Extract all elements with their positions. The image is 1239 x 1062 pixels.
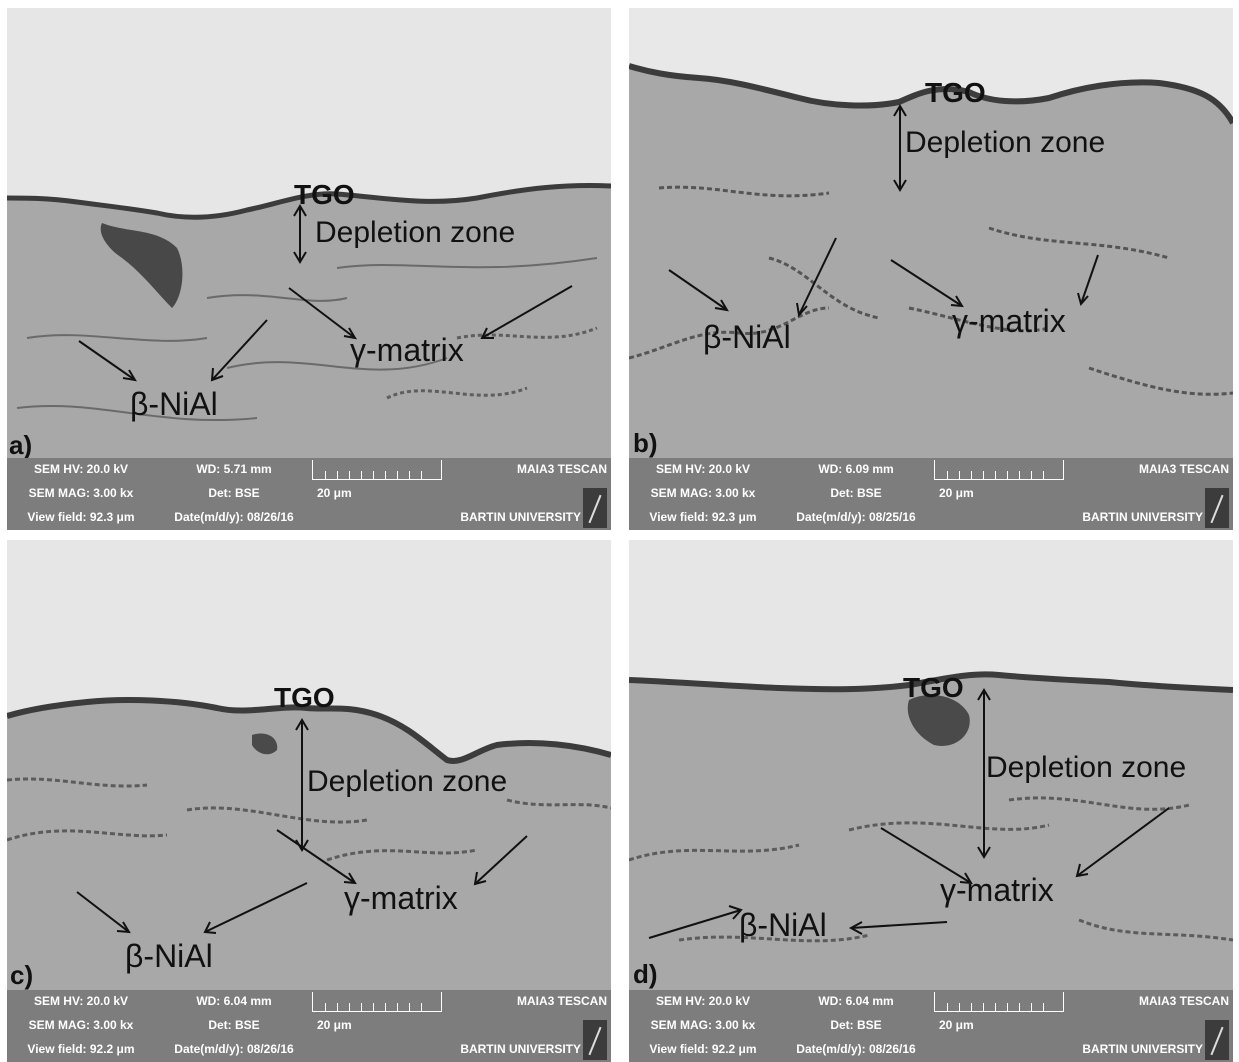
view-field-value: View field: 92.2 μm [27,1042,135,1056]
scale-label: 20 μm [939,486,974,500]
sem-panel-b: TGO Depletion zone γ-matrix β-NiAl b) SE… [629,8,1233,530]
mag-value: SEM MAG: 3.00 kx [28,1018,134,1032]
sem-panel-a: TGO Depletion zone γ-matrix β-NiAl a) SE… [7,8,611,530]
tgo-label: TGO [903,672,964,703]
scale-label: 20 μm [939,1018,974,1032]
scale-label: 20 μm [317,486,352,500]
hv-value: SEM HV: 20.0 kV [33,994,129,1008]
instrument-brand: MAIA3 TESCAN [516,462,607,476]
date-value: Date(m/d/y): 08/25/16 [796,510,916,524]
mag-value: SEM MAG: 3.00 kx [28,486,134,500]
date-value: Date(m/d/y): 08/26/16 [174,1042,294,1056]
wd-value: WD: 6.04 mm [818,994,894,1008]
depletion-zone-label: Depletion zone [307,765,508,798]
panel-letter: d) [633,959,658,989]
tgo-label: TGO [925,77,986,108]
date-value: Date(m/d/y): 08/26/16 [796,1042,916,1056]
sem-micrograph: TGO Depletion zone γ-matrix β-NiAl d) [629,540,1233,990]
panel-letter: c) [10,960,34,990]
depletion-zone-label: Depletion zone [315,216,516,249]
sem-info-bar: SEM HV: 20.0 kV WD: 5.71 mm SEM MAG: 3.0… [7,458,611,530]
detector-value: Det: BSE [208,486,260,500]
gamma-matrix-label: γ-matrix [344,880,458,916]
instrument-brand: MAIA3 TESCAN [1138,994,1229,1008]
date-value: Date(m/d/y): 08/26/16 [174,510,294,524]
tgo-label: TGO [294,179,355,210]
beta-nial-label: β-NiAl [703,319,791,355]
view-field-value: View field: 92.3 μm [649,510,757,524]
sem-info-bar: SEM HV: 20.0 kV WD: 6.04 mm SEM MAG: 3.0… [7,990,611,1062]
university-name: BARTIN UNIVERSITY [460,1042,581,1056]
hv-value: SEM HV: 20.0 kV [655,462,751,476]
detector-value: Det: BSE [830,486,882,500]
sem-info-bar: SEM HV: 20.0 kV WD: 6.09 mm SEM MAG: 3.0… [629,458,1233,530]
gamma-matrix-label: γ-matrix [940,872,1054,908]
scale-bar [312,992,442,1012]
gamma-matrix-label: γ-matrix [952,303,1066,339]
sem-micrograph: TGO Depletion zone γ-matrix β-NiAl b) [629,8,1233,458]
hv-value: SEM HV: 20.0 kV [655,994,751,1008]
sem-panel-c: TGO Depletion zone γ-matrix β-NiAl c) SE… [7,540,611,1062]
university-name: BARTIN UNIVERSITY [460,510,581,524]
wd-value: WD: 6.09 mm [818,462,894,476]
hv-value: SEM HV: 20.0 kV [33,462,129,476]
instrument-brand: MAIA3 TESCAN [1138,462,1229,476]
detector-value: Det: BSE [208,1018,260,1032]
view-field-value: View field: 92.2 μm [649,1042,757,1056]
scale-bar [934,992,1064,1012]
instrument-brand: MAIA3 TESCAN [516,994,607,1008]
mag-value: SEM MAG: 3.00 kx [650,486,756,500]
beta-nial-label: β-NiAl [125,938,213,974]
panel-letter: b) [633,428,658,458]
panel-letter: a) [9,430,33,460]
view-field-value: View field: 92.3 μm [27,510,135,524]
tescan-logo-icon [583,1020,607,1060]
detector-value: Det: BSE [830,1018,882,1032]
gamma-matrix-label: γ-matrix [350,332,464,368]
tescan-logo-icon [1205,1020,1229,1060]
tgo-label: TGO [274,682,335,713]
tescan-logo-icon [583,488,607,528]
beta-nial-label: β-NiAl [739,907,827,943]
university-name: BARTIN UNIVERSITY [1082,510,1203,524]
depletion-zone-label: Depletion zone [905,126,1106,159]
scale-label: 20 μm [317,1018,352,1032]
scale-bar [934,460,1064,480]
sem-panel-d: TGO Depletion zone γ-matrix β-NiAl d) SE… [629,540,1233,1062]
university-name: BARTIN UNIVERSITY [1082,1042,1203,1056]
scale-bar [312,460,442,480]
sem-info-bar: SEM HV: 20.0 kV WD: 6.04 mm SEM MAG: 3.0… [629,990,1233,1062]
sem-micrograph: TGO Depletion zone γ-matrix β-NiAl c) [7,540,611,990]
tescan-logo-icon [1205,488,1229,528]
wd-value: WD: 5.71 mm [196,462,272,476]
sem-micrograph: TGO Depletion zone γ-matrix β-NiAl a) [7,8,611,458]
depletion-zone-label: Depletion zone [986,751,1187,784]
mag-value: SEM MAG: 3.00 kx [650,1018,756,1032]
wd-value: WD: 6.04 mm [196,994,272,1008]
beta-nial-label: β-NiAl [130,386,218,422]
